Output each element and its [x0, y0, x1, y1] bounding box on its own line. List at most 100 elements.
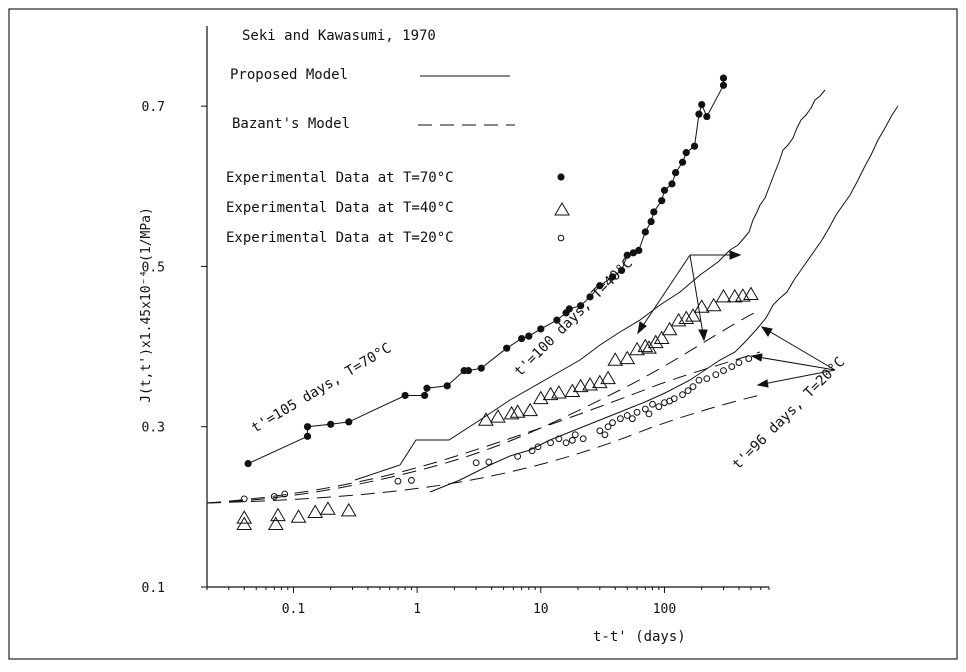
y-tick-label: 0.1	[142, 581, 165, 596]
point-t20	[695, 376, 703, 384]
point-t70	[650, 208, 658, 216]
y-ticks: 0.1 0.3 0.5 0.7	[142, 100, 207, 596]
point-t20	[623, 412, 631, 419]
point-t40	[509, 404, 526, 418]
point-t40	[705, 297, 722, 312]
y-axis-label: J(t,t')x1.45x10⁻⁴ (1/MPa)	[139, 207, 154, 403]
point-t40	[678, 310, 695, 325]
x-tick-label: 10	[533, 602, 549, 617]
point-t40	[653, 330, 670, 345]
point-t20	[408, 477, 415, 484]
point-t40	[340, 502, 357, 517]
point-t70	[553, 316, 561, 324]
point-t40	[490, 409, 506, 423]
point-t20	[628, 415, 636, 423]
annotation-arrows	[637, 250, 836, 388]
point-t70	[244, 459, 252, 468]
point-t40	[307, 504, 324, 518]
point-t70	[503, 344, 511, 352]
point-t70	[623, 251, 631, 259]
legend-t20-label: Experimental Data at T=20°C	[226, 230, 454, 246]
point-t40	[290, 509, 307, 523]
point-t20	[547, 439, 554, 447]
point-t70	[719, 74, 728, 82]
arrowhead	[729, 250, 742, 260]
legend-t70-marker	[557, 173, 565, 181]
point-t70	[303, 432, 312, 440]
point-t40	[591, 374, 608, 389]
point-t20	[270, 493, 278, 500]
point-t20	[555, 435, 563, 443]
point-t20	[604, 423, 612, 431]
point-t20	[641, 405, 649, 413]
point-t20	[485, 458, 493, 466]
point-t20	[633, 408, 641, 416]
point-t70	[682, 149, 690, 157]
point-t70	[668, 180, 676, 188]
point-t70	[401, 391, 409, 400]
arrowhead	[756, 379, 769, 388]
point-t70	[537, 325, 545, 333]
point-t20	[649, 400, 656, 408]
point-t20	[728, 363, 736, 371]
point-t70	[423, 384, 431, 392]
point-t20	[562, 439, 570, 447]
point-t20	[689, 383, 697, 391]
point-t70	[518, 334, 526, 343]
arrow-20-a	[761, 326, 836, 371]
point-t40	[726, 288, 743, 303]
point-t20	[568, 436, 576, 444]
point-t20	[596, 427, 604, 435]
x-tick-label: 0.1	[282, 602, 305, 617]
point-t20	[528, 447, 536, 455]
point-t70	[698, 100, 706, 109]
point-t20	[655, 403, 663, 411]
point-t40	[670, 312, 687, 327]
arrowhead	[637, 321, 647, 335]
point-t20	[579, 435, 587, 443]
point-t20	[571, 431, 579, 439]
point-t70	[608, 273, 617, 281]
point-t70	[525, 332, 533, 340]
legend-t40-marker	[554, 202, 570, 216]
x-tick-label: 1	[413, 602, 421, 617]
point-t70	[303, 423, 312, 431]
arrow-40-c	[689, 254, 705, 341]
point-t40	[619, 350, 636, 365]
point-t70	[641, 228, 649, 236]
point-t20	[394, 477, 402, 485]
point-t20	[534, 443, 542, 451]
point-t40	[478, 412, 494, 426]
point-t40	[503, 405, 520, 420]
point-t40	[685, 308, 701, 322]
point-t70	[695, 110, 703, 118]
bazant-model-40-curve	[206, 309, 761, 504]
legend-bazant-label: Bazant's Model	[232, 116, 350, 132]
y-tick-label: 0.5	[142, 260, 165, 275]
point-t70	[678, 158, 687, 166]
point-t40	[715, 288, 732, 303]
point-t70	[703, 112, 711, 121]
point-t20	[720, 367, 727, 375]
point-t70	[647, 217, 655, 226]
point-t20	[679, 391, 686, 399]
point-t20	[472, 459, 480, 467]
point-t70	[596, 282, 604, 290]
y-tick-label: 0.7	[142, 100, 165, 115]
point-t70	[617, 266, 626, 275]
point-t70	[443, 382, 451, 390]
point-t40	[743, 286, 759, 300]
point-t70	[629, 249, 637, 257]
legend-t40-label: Experimental Data at T=40°C	[226, 200, 454, 216]
point-t70	[635, 246, 643, 254]
bazant-model-20-lower-curve	[206, 394, 761, 504]
x-ticks: 0.1 1 10 100	[206, 587, 770, 617]
annotation-20: t'=96 days, T=20°C	[730, 354, 849, 473]
legend: Seki and Kawasumi, 1970 Proposed Model B…	[226, 28, 570, 246]
point-t40	[532, 390, 549, 405]
point-t20	[240, 495, 248, 503]
arrowhead	[760, 326, 773, 337]
proposed-model-40-curve	[354, 89, 826, 481]
point-t70	[690, 142, 699, 150]
